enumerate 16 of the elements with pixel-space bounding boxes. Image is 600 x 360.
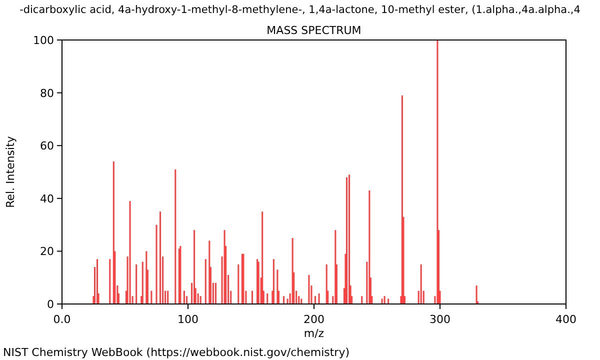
x-tick-label: 200 xyxy=(304,313,324,326)
y-tick-label: 0 xyxy=(47,298,54,311)
x-tick-label: 100 xyxy=(178,313,198,326)
chart-title: -dicarboxylic acid, 4a-hydroxy-1-methyl-8-methylene-, 1,4a-lactone, 10-methyl ester, (1.alpha.,4a.alpha.,4 xyxy=(20,4,581,16)
x-tick-label: 300 xyxy=(430,313,450,326)
y-axis-title: Rel. Intensity xyxy=(4,136,17,208)
x-tick-label: 0.0 xyxy=(53,313,71,326)
y-tick-label: 100 xyxy=(33,34,54,47)
y-tick-label: 60 xyxy=(40,140,54,153)
text: NIST Chemistry WebBook (https://webbook.nist.gov/chemistry) xyxy=(3,346,350,359)
y-tick-label: 80 xyxy=(40,86,54,100)
x-axis-title: m/z xyxy=(304,327,324,340)
y-tick-label: 20 xyxy=(40,245,54,258)
y-tick-label: 40 xyxy=(40,192,54,206)
chart-subtitle: MASS SPECTRUM xyxy=(266,24,362,37)
x-tick-label: 400 xyxy=(556,313,576,326)
